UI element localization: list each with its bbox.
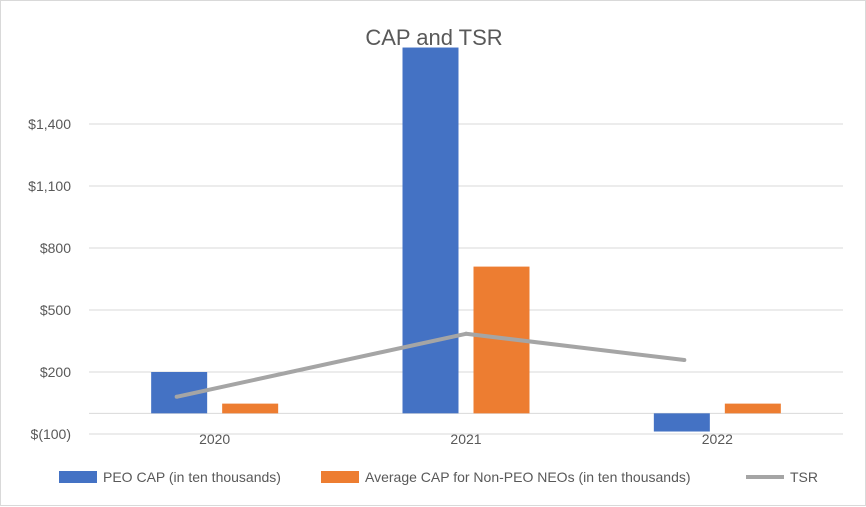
x-axis-labels: 2020 2021 2022 [199, 431, 733, 447]
x-tick-label-2021: 2021 [450, 431, 481, 447]
gridlines [89, 123, 843, 435]
y-tick-label: $200 [40, 364, 71, 380]
bar-peo-cap-2022 [653, 413, 710, 432]
legend-swatch-0 [59, 471, 97, 483]
legend-label-0: PEO CAP (in ten thousands) [103, 469, 281, 485]
y-tick-label: $1,400 [28, 116, 71, 132]
chart-title: CAP and TSR [365, 25, 502, 50]
legend-swatch-1 [321, 471, 359, 483]
legend-label-1: Average CAP for Non-PEO NEOs (in ten tho… [365, 469, 691, 485]
bar-avg-cap-2020 [222, 403, 279, 414]
x-tick-label-2022: 2022 [702, 431, 733, 447]
legend: PEO CAP (in ten thousands) Average CAP fo… [59, 469, 818, 485]
y-tick-label: $1,100 [28, 178, 71, 194]
y-tick-label: $500 [40, 302, 71, 318]
x-tick-label-2020: 2020 [199, 431, 230, 447]
bar-peo-cap-2021 [402, 47, 459, 414]
tsr-line-layer [174, 331, 687, 399]
bar-avg-cap-2022 [724, 403, 781, 414]
tsr-point-2020 [174, 394, 179, 399]
bars [151, 47, 781, 432]
legend-label-2: TSR [790, 469, 818, 485]
y-tick-label: $800 [40, 240, 71, 256]
y-tick-label: $(100) [31, 426, 71, 442]
tsr-point-2021 [464, 331, 468, 336]
tsr-point-2022 [682, 358, 687, 363]
y-axis-ticks: $(100) $200 $500 $800 $1,100 $1,400 [28, 116, 71, 442]
